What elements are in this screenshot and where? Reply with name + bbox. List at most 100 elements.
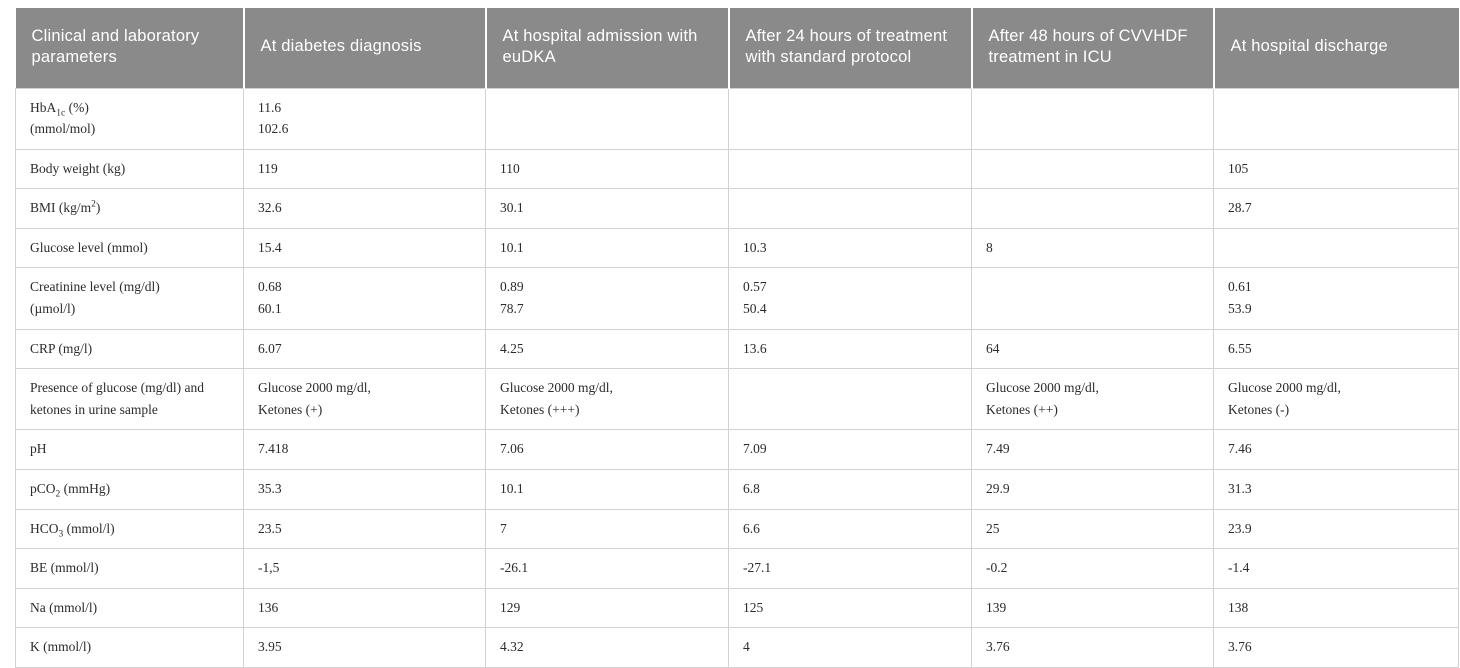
value-cell-r2-c5: 28.7 — [1213, 188, 1459, 229]
value-cell-r7-c4: 7.49 — [971, 429, 1214, 471]
column-header-1: At diabetes diagnosis — [242, 8, 486, 88]
table-row-6: Presence of glucose (mg/dl) and ketones i… — [15, 368, 1459, 431]
parameter-cell: Glucose level (mmol) — [15, 227, 244, 269]
value-cell-r6-c4: Glucose 2000 mg/dl, Ketones (++) — [971, 368, 1214, 431]
table-row-4: Creatinine level (mg/dl) (µmol/l) 0.68 60.1… — [15, 267, 1459, 330]
value-cell-r1-c1: 119 — [243, 148, 486, 190]
table-row-9: HCO3 (mmol/l) 23.5 7 6.6 25 23.9 — [15, 508, 1459, 550]
value-cell-r12-c5: 3.76 — [1213, 627, 1459, 668]
value-cell-r7-c3: 7.09 — [728, 429, 972, 471]
value-cell-r10-c3: -27.1 — [728, 548, 972, 589]
value-cell-r1-c5: 105 — [1213, 148, 1459, 190]
value-cell-r5-c5: 6.55 — [1213, 328, 1459, 370]
table-row-1: Body weight (kg) 119 110 105 — [15, 148, 1459, 190]
value-cell-r2-c4 — [971, 188, 1214, 229]
table-row-2: BMI (kg/m2) 32.6 30.1 28.7 — [15, 188, 1459, 229]
value-cell-r0-c4 — [971, 87, 1214, 150]
value-cell-r11-c4: 139 — [971, 587, 1214, 629]
value-cell-r9-c3: 6.6 — [728, 508, 972, 550]
value-cell-r7-c1: 7.418 — [243, 429, 486, 471]
value-cell-r10-c1: -1,5 — [243, 548, 486, 589]
value-cell-r10-c2: -26.1 — [485, 548, 729, 589]
parameter-cell: Body weight (kg) — [15, 148, 244, 190]
value-cell-r4-c5: 0.61 53.9 — [1213, 267, 1459, 330]
clinical-parameters-table-container: Clinical and laboratory parameters At dia… — [15, 8, 1459, 668]
value-cell-r11-c5: 138 — [1213, 587, 1459, 629]
value-cell-r6-c5: Glucose 2000 mg/dl, Ketones (-) — [1213, 368, 1459, 431]
value-cell-r0-c3 — [728, 87, 972, 150]
value-cell-r8-c4: 29.9 — [971, 469, 1214, 510]
parameter-cell: BE (mmol/l) — [15, 548, 244, 589]
table-row-3: Glucose level (mmol) 15.4 10.1 10.3 8 — [15, 227, 1459, 269]
value-cell-r2-c1: 32.6 — [243, 188, 486, 229]
value-cell-r8-c1: 35.3 — [243, 469, 486, 510]
clinical-parameters-table: Clinical and laboratory parameters At dia… — [15, 8, 1459, 668]
value-cell-r11-c3: 125 — [728, 587, 972, 629]
value-cell-r8-c5: 31.3 — [1213, 469, 1459, 510]
value-cell-r4-c3: 0.57 50.4 — [728, 267, 972, 330]
parameter-cell: Presence of glucose (mg/dl) and ketones i… — [15, 368, 244, 431]
parameter-cell: Na (mmol/l) — [15, 587, 244, 629]
value-cell-r12-c3: 4 — [728, 627, 972, 668]
table-row-5: CRP (mg/l) 6.07 4.25 13.6 64 6.55 — [15, 328, 1459, 370]
parameter-cell: Creatinine level (mg/dl) (µmol/l) — [15, 267, 244, 330]
table-row-8: pCO2 (mmHg) 35.3 10.1 6.8 29.9 31.3 — [15, 469, 1459, 510]
table-row-10: BE (mmol/l) -1,5 -26.1 -27.1 -0.2 -1.4 — [15, 548, 1459, 589]
value-cell-r9-c2: 7 — [485, 508, 729, 550]
parameter-cell: HCO3 (mmol/l) — [15, 508, 244, 550]
column-header-3: After 24 hours of treatment with standar… — [727, 8, 972, 88]
value-cell-r10-c4: -0.2 — [971, 548, 1214, 589]
value-cell-r10-c5: -1.4 — [1213, 548, 1459, 589]
column-header-5: At hospital discharge — [1212, 8, 1459, 88]
value-cell-r4-c2: 0.89 78.7 — [485, 267, 729, 330]
value-cell-r0-c5 — [1213, 87, 1459, 150]
value-cell-r0-c2 — [485, 87, 729, 150]
value-cell-r5-c2: 4.25 — [485, 328, 729, 370]
table-row-11: Na (mmol/l) 136 129 125 139 138 — [15, 587, 1459, 629]
value-cell-r1-c2: 110 — [485, 148, 729, 190]
column-header-0: Clinical and laboratory parameters — [15, 8, 244, 88]
parameter-cell: BMI (kg/m2) — [15, 188, 244, 229]
value-cell-r0-c1: 11.6 102.6 — [243, 87, 486, 150]
table-row-12: K (mmol/l) 3.95 4.32 4 3.76 3.76 — [15, 627, 1459, 668]
table-body: HbA1c (%) (mmol/mol) 11.6 102.6 Body weight … — [15, 87, 1459, 668]
value-cell-r6-c1: Glucose 2000 mg/dl, Ketones (+) — [243, 368, 486, 431]
value-cell-r8-c2: 10.1 — [485, 469, 729, 510]
value-cell-r12-c2: 4.32 — [485, 627, 729, 668]
table-row-7: pH 7.418 7.06 7.09 7.49 7.46 — [15, 429, 1459, 471]
value-cell-r12-c1: 3.95 — [243, 627, 486, 668]
value-cell-r1-c3 — [728, 148, 972, 190]
value-cell-r5-c4: 64 — [971, 328, 1214, 370]
value-cell-r11-c2: 129 — [485, 587, 729, 629]
value-cell-r3-c4: 8 — [971, 227, 1214, 269]
table-row-0: HbA1c (%) (mmol/mol) 11.6 102.6 — [15, 87, 1459, 150]
column-header-4: After 48 hours of CVVHDF treatment in IC… — [970, 8, 1214, 88]
value-cell-r9-c1: 23.5 — [243, 508, 486, 550]
value-cell-r2-c2: 30.1 — [485, 188, 729, 229]
value-cell-r9-c5: 23.9 — [1213, 508, 1459, 550]
value-cell-r3-c1: 15.4 — [243, 227, 486, 269]
value-cell-r5-c3: 13.6 — [728, 328, 972, 370]
column-header-2: At hospital admission with euDKA — [484, 8, 729, 88]
value-cell-r6-c3 — [728, 368, 972, 431]
value-cell-r3-c3: 10.3 — [728, 227, 972, 269]
value-cell-r7-c5: 7.46 — [1213, 429, 1459, 471]
parameter-cell: pCO2 (mmHg) — [15, 469, 244, 510]
value-cell-r1-c4 — [971, 148, 1214, 190]
value-cell-r5-c1: 6.07 — [243, 328, 486, 370]
value-cell-r9-c4: 25 — [971, 508, 1214, 550]
value-cell-r8-c3: 6.8 — [728, 469, 972, 510]
value-cell-r4-c4 — [971, 267, 1214, 330]
value-cell-r6-c2: Glucose 2000 mg/dl, Ketones (+++) — [485, 368, 729, 431]
parameter-cell: K (mmol/l) — [15, 627, 244, 668]
parameter-cell: pH — [15, 429, 244, 471]
parameter-cell: HbA1c (%) (mmol/mol) — [15, 87, 244, 150]
table-header: Clinical and laboratory parameters At dia… — [15, 8, 1459, 88]
value-cell-r11-c1: 136 — [243, 587, 486, 629]
value-cell-r2-c3 — [728, 188, 972, 229]
value-cell-r7-c2: 7.06 — [485, 429, 729, 471]
value-cell-r12-c4: 3.76 — [971, 627, 1214, 668]
value-cell-r4-c1: 0.68 60.1 — [243, 267, 486, 330]
value-cell-r3-c2: 10.1 — [485, 227, 729, 269]
value-cell-r3-c5 — [1213, 227, 1459, 269]
